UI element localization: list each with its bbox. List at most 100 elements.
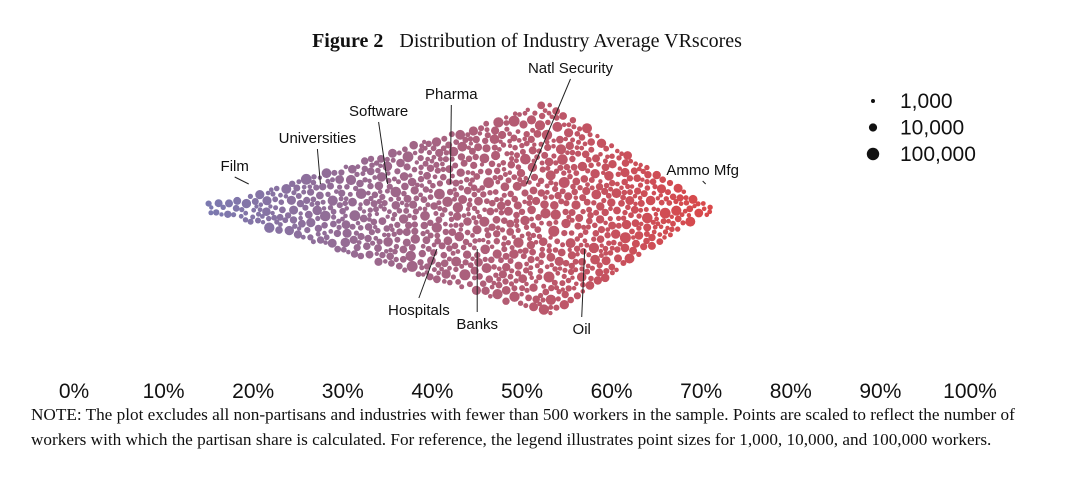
data-point: [431, 137, 442, 147]
data-point: [453, 191, 460, 198]
data-point: [548, 235, 553, 240]
data-point: [637, 199, 645, 207]
data-point: [591, 189, 602, 200]
data-point: [574, 222, 582, 230]
data-point: [596, 161, 601, 167]
data-point: [680, 220, 686, 226]
data-point: [381, 206, 387, 212]
data-point: [555, 144, 567, 155]
data-point: [605, 192, 612, 199]
data-point: [492, 189, 499, 195]
data-point: [300, 234, 306, 240]
figure-note: NOTE: The plot excludes all non-partisan…: [31, 405, 1015, 449]
data-point: [436, 180, 443, 187]
data-point: [550, 201, 559, 210]
data-point: [569, 155, 576, 163]
data-point: [682, 208, 688, 214]
data-point: [520, 253, 527, 260]
data-point: [570, 163, 578, 171]
data-point: [422, 206, 428, 212]
data-point: [338, 189, 346, 197]
data-point: [513, 158, 519, 164]
data-point: [373, 224, 378, 230]
data-point: [455, 279, 461, 285]
x-tick-label: 90%: [859, 380, 901, 400]
data-point: [386, 252, 395, 261]
data-point: [276, 213, 284, 221]
data-point: [620, 243, 630, 253]
data-point: [281, 184, 292, 194]
data-point: [569, 217, 575, 223]
data-point: [407, 213, 412, 218]
data-point: [466, 201, 473, 208]
data-point: [437, 205, 443, 212]
data-point: [355, 188, 367, 199]
data-point: [410, 234, 420, 244]
data-point: [431, 222, 442, 233]
data-point: [347, 191, 353, 197]
data-point: [552, 185, 559, 192]
data-point: [485, 275, 494, 284]
data-point: [574, 131, 581, 137]
data-point: [539, 160, 545, 166]
data-point: [588, 146, 595, 153]
data-point: [458, 195, 468, 204]
data-point: [336, 218, 342, 224]
data-point: [561, 218, 571, 229]
data-point: [683, 200, 690, 206]
data-point: [567, 169, 572, 174]
data-point: [533, 279, 539, 284]
data-point: [241, 198, 252, 209]
data-point: [374, 251, 379, 256]
data-point: [615, 148, 620, 154]
data-point: [474, 143, 483, 152]
data-point: [362, 177, 368, 183]
data-point: [396, 228, 404, 236]
data-point: [545, 165, 551, 171]
data-point: [333, 229, 342, 238]
points-layer: [205, 101, 713, 316]
data-point: [488, 160, 496, 168]
data-point: [256, 211, 261, 217]
x-tick-label: 60%: [591, 380, 633, 400]
data-point: [595, 183, 604, 191]
data-point: [435, 261, 442, 268]
data-point: [343, 213, 348, 219]
data-point: [491, 150, 501, 161]
data-point: [643, 207, 649, 212]
data-point: [662, 229, 669, 235]
data-point: [578, 134, 586, 141]
data-point: [480, 244, 491, 255]
data-point: [408, 244, 416, 251]
data-point: [502, 263, 511, 272]
data-point: [582, 229, 589, 236]
data-point: [590, 254, 600, 265]
data-point: [644, 185, 651, 191]
data-point: [579, 145, 585, 151]
data-point: [289, 216, 298, 224]
data-point: [686, 213, 692, 218]
data-point: [472, 225, 482, 235]
data-point: [476, 273, 483, 280]
data-point: [567, 268, 575, 276]
data-point: [391, 231, 397, 237]
data-point: [472, 238, 478, 244]
data-point: [545, 119, 551, 126]
data-point: [532, 196, 541, 206]
data-point: [554, 191, 562, 200]
data-point: [615, 222, 622, 229]
data-point: [502, 297, 510, 305]
data-point: [544, 183, 550, 189]
data-point: [511, 195, 518, 203]
data-point: [483, 177, 494, 189]
data-point: [688, 194, 698, 204]
data-point: [614, 254, 622, 263]
data-point: [601, 170, 606, 175]
data-point: [489, 244, 495, 250]
data-point: [418, 164, 424, 170]
data-point: [656, 184, 667, 194]
data-point: [513, 217, 520, 224]
data-point: [595, 133, 600, 139]
data-point: [450, 274, 456, 280]
data-point: [555, 270, 561, 276]
